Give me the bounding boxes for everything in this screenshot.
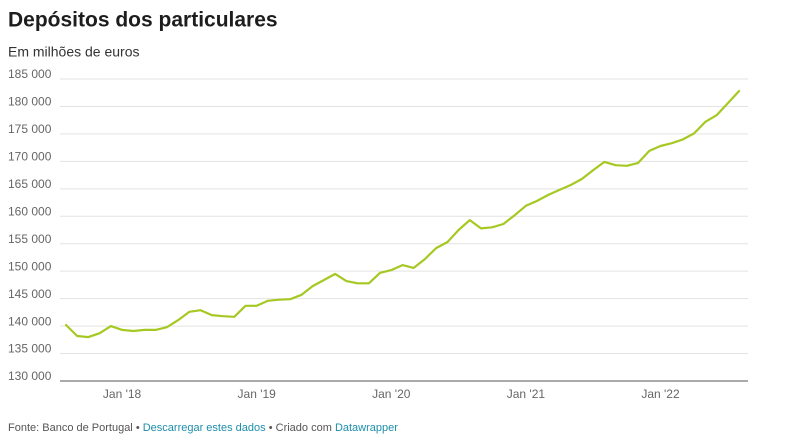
y-tick-label: 135 000 [8,342,52,356]
created-with: Criado com [276,422,332,434]
source: Fonte: Banco de Portugal [8,422,133,434]
y-tick-label: 165 000 [8,177,52,191]
y-tick-label: 160 000 [8,204,52,218]
y-tick-label: 145 000 [8,287,52,301]
y-tick-label: 155 000 [8,232,52,246]
y-tick-label: 180 000 [8,95,52,109]
separator: • [269,422,273,434]
line [64,90,741,339]
y-tick-label: 150 000 [8,259,52,273]
separator: • [136,422,140,434]
y-tick-label: 140 000 [8,314,52,328]
y-tick-label: 185 000 [8,67,52,81]
chart-title: Depósitos dos particulares [8,9,278,32]
x-tick-label: Jan '22 [641,387,680,401]
y-tick-label: 175 000 [8,122,52,136]
x-tick-label: Jan '21 [507,387,546,401]
y-tick-label: 130 000 [8,369,52,383]
x-tick-label: Jan '19 [238,387,277,401]
footer: Fonte: Banco de Portugal • Descarregar e… [8,422,398,434]
download-link[interactable]: Descarregar estes dados [143,422,266,434]
tool-link[interactable]: Datawrapper [335,422,398,434]
y-tick-label: 170 000 [8,150,52,164]
x-tick-label: Jan '18 [103,387,142,401]
x-tick-label: Jan '20 [372,387,411,401]
chart-subtitle: Em milhões de euros [8,44,140,60]
